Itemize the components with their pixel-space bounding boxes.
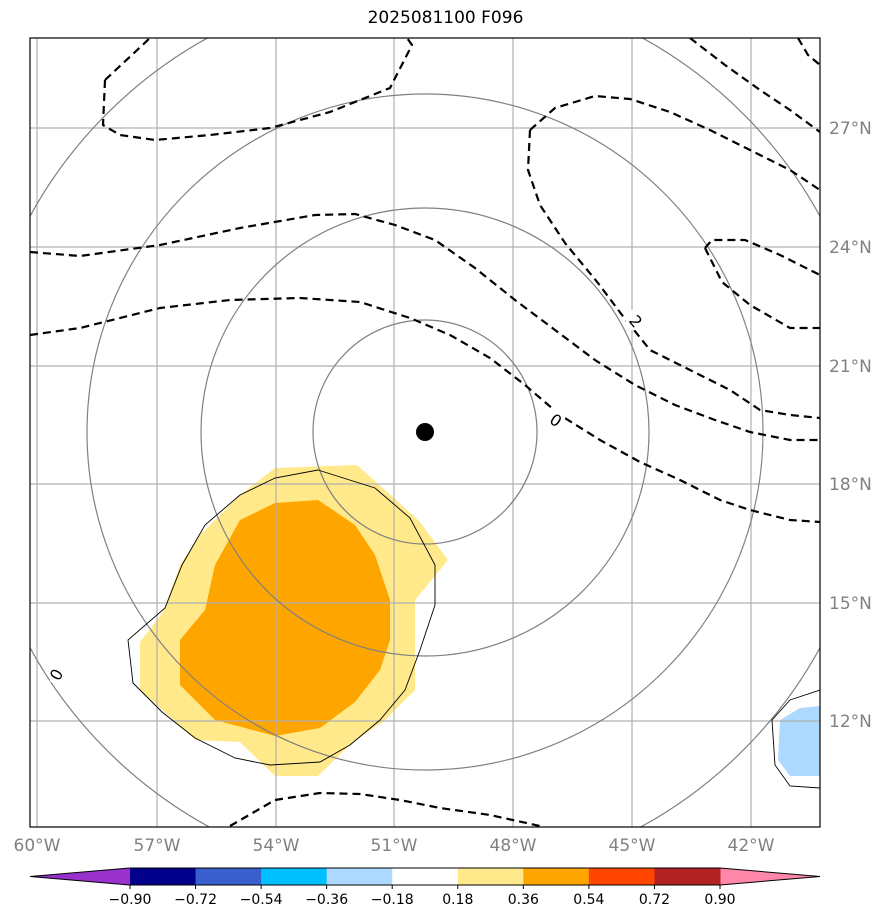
colorbar-segment (523, 868, 590, 885)
colorbar-tick-label: 0.90 (704, 892, 735, 908)
lon-label: 54°W (253, 836, 300, 856)
colorbar-tick-label: −0.90 (109, 892, 152, 908)
lon-label: 51°W (371, 836, 418, 856)
lat-label: 12°N (829, 712, 872, 732)
distance-rings (30, 38, 820, 827)
colorbar-extend-low (30, 868, 130, 885)
storm-center-marker (416, 423, 434, 441)
positive-anomaly-orange-region (180, 500, 390, 736)
latitude-labels: 27°N 24°N 21°N 18°N 15°N 12°N (829, 119, 872, 732)
graticule (30, 38, 820, 827)
lon-label: 60°W (14, 836, 61, 856)
colorbar-segment (130, 868, 197, 885)
colorbar-segment (392, 868, 459, 885)
colorbar-segment (457, 868, 524, 885)
anomaly-outline (127, 469, 436, 766)
lat-label: 18°N (829, 475, 872, 495)
colorbar-tick-label: −0.54 (240, 892, 283, 908)
map-area: 2 0 0 (30, 38, 820, 827)
lon-label: 48°W (490, 836, 537, 856)
map-frame (29, 37, 821, 828)
colorbar-tick-label: 0.54 (573, 892, 604, 908)
colorbar-tick-label: 0.72 (639, 892, 670, 908)
colorbar-extend-high (720, 868, 820, 885)
colorbar-tick-label: −0.36 (305, 892, 348, 908)
map-title: 2025081100 F096 (367, 8, 524, 28)
negative-anomaly-lightblue-region (778, 706, 820, 776)
colorbar-tick-label: −0.72 (174, 892, 217, 908)
lat-label: 21°N (829, 357, 872, 377)
lat-label: 15°N (829, 594, 872, 614)
colorbar: −0.90 −0.72 −0.54 −0.36 −0.18 0.18 0.36 0.54 0.7… (29, 867, 821, 908)
colorbar-segment (654, 868, 721, 885)
longitude-labels: 60°W 57°W 54°W 51°W 48°W 45°W 42°W (14, 836, 775, 856)
lon-label: 42°W (728, 836, 775, 856)
colorbar-tick-label: 0.36 (508, 892, 539, 908)
lon-label: 45°W (609, 836, 656, 856)
colorbar-segment (588, 868, 655, 885)
lat-label: 27°N (829, 119, 872, 139)
colorbar-tick-label: −0.18 (371, 892, 414, 908)
colorbar-segment (195, 868, 262, 885)
colorbar-tick-label: 0.18 (442, 892, 473, 908)
colorbar-segment (261, 868, 328, 885)
lat-label: 24°N (829, 238, 872, 258)
island-outline-east (771, 689, 820, 789)
lon-label: 57°W (134, 836, 181, 856)
colorbar-segment (326, 868, 393, 885)
dashed-contours (30, 38, 820, 827)
